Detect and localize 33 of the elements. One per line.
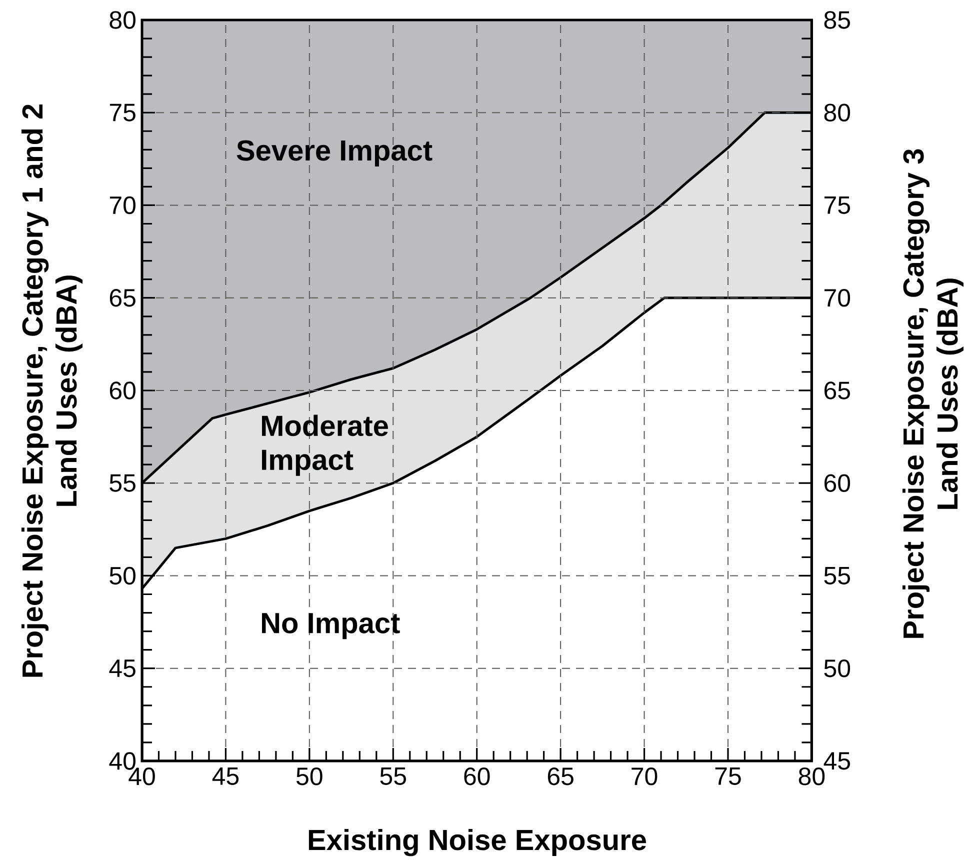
x-tick-label: 65 — [548, 768, 574, 786]
x-tick-label: 55 — [380, 768, 406, 785]
y-tick-label: 55 — [110, 474, 136, 492]
y-tick-label: 40 — [109, 752, 136, 770]
y-tick-label: 80 — [110, 11, 136, 29]
y2-tick-label: 60 — [824, 474, 850, 492]
y2-tick-label: 45 — [824, 752, 850, 770]
x-tick-label: 45 — [212, 768, 239, 785]
x-tick-label: 75 — [715, 768, 741, 785]
y2-tick-label: 55 — [824, 567, 850, 584]
y2-tick-label: 70 — [824, 289, 850, 307]
y-tick-label: 75 — [110, 104, 136, 122]
x-tick-label: 50 — [296, 768, 322, 786]
y2-tick-label: 80 — [824, 104, 850, 122]
x-tick-label: 80 — [798, 768, 825, 786]
x-axis-title: Existing Noise Exposure — [308, 828, 646, 856]
y-tick-label: 45 — [109, 660, 136, 678]
y-tick-label: 60 — [110, 382, 136, 400]
y-tick-label: 50 — [110, 566, 136, 585]
y2-tick-label: 65 — [824, 382, 850, 400]
y-tick-label: 65 — [110, 289, 136, 307]
annotation: Severe Impact — [236, 140, 432, 166]
y-axis-title: Project Noise Exposure, Category 1 and 2 Land Uses (dBA) — [21, 104, 83, 677]
series-label: Moderate Impact — [262, 414, 388, 476]
y2-tick-label: 75 — [824, 196, 850, 214]
y2-tick-label: 85 — [824, 11, 850, 29]
y2-axis-title: Project Noise Exposure, Category 3 Land Uses (dBA) — [902, 149, 964, 638]
series-label: No Impact — [262, 613, 400, 640]
x-tick-label: 40 — [128, 768, 155, 786]
y-tick-label: 70 — [110, 196, 136, 214]
x-tick-label: 70 — [632, 768, 658, 786]
y2-tick-label: 50 — [824, 660, 850, 678]
x-tick-label: 60 — [464, 768, 490, 786]
